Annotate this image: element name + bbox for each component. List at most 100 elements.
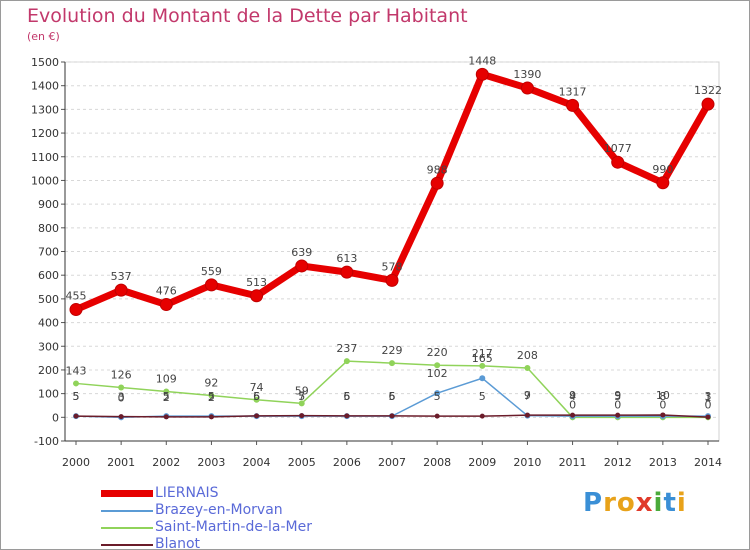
data-label: 5 (163, 390, 170, 403)
data-point (253, 396, 260, 403)
legend-swatch (101, 510, 153, 512)
y-tick-label: 0 (52, 411, 59, 424)
y-tick-label: 800 (38, 222, 59, 235)
y-tick-label: 1200 (31, 127, 59, 140)
data-point (570, 412, 576, 418)
data-label: 10 (656, 389, 670, 402)
data-label: 513 (246, 276, 267, 289)
data-point (73, 413, 79, 419)
x-tick-label: 2000 (62, 456, 90, 469)
data-point (475, 67, 489, 81)
data-point (163, 414, 169, 420)
legend-label: Brazey-en-Morvan (155, 502, 283, 518)
data-point (118, 384, 125, 391)
data-label: 220 (427, 346, 448, 359)
data-label: 9 (614, 389, 621, 402)
x-tick-label: 2009 (468, 456, 496, 469)
y-tick-label: 700 (38, 246, 59, 259)
data-point (159, 298, 173, 312)
data-label: 237 (336, 342, 357, 355)
data-label: 3 (705, 390, 712, 403)
data-point (69, 303, 83, 317)
data-point (208, 414, 214, 420)
data-label: 613 (336, 252, 357, 265)
x-tick-label: 2008 (423, 456, 451, 469)
data-point (385, 273, 399, 287)
data-label: 1322 (694, 84, 722, 97)
data-label: 229 (382, 344, 403, 357)
logo-letter: P (583, 488, 604, 518)
x-tick-label: 2001 (107, 456, 135, 469)
data-point (701, 97, 715, 111)
x-tick-label: 2002 (152, 456, 180, 469)
data-label: 5 (343, 390, 350, 403)
data-label: 537 (111, 270, 132, 283)
data-label: 5 (614, 390, 621, 403)
data-point (479, 362, 486, 369)
data-point (615, 412, 621, 418)
data-label: 59 (295, 384, 309, 397)
data-label: 5 (389, 390, 396, 403)
data-label: 0 (118, 391, 125, 404)
data-point (389, 413, 395, 419)
logo-letter: t (663, 488, 677, 518)
y-tick-label: 600 (38, 269, 59, 282)
x-tick-label: 2014 (694, 456, 722, 469)
data-point (520, 81, 534, 95)
data-label: 7 (298, 390, 305, 403)
data-label: 5 (208, 390, 215, 403)
data-point (295, 259, 309, 273)
data-label: 5 (434, 390, 441, 403)
x-tick-label: 2012 (604, 456, 632, 469)
data-point (204, 278, 218, 292)
data-point (434, 413, 440, 419)
data-label: 208 (517, 349, 538, 362)
y-tick-label: 200 (38, 364, 59, 377)
logo-letter: x (635, 488, 654, 518)
data-label: 1 (705, 391, 712, 404)
legend-label: Blanot (155, 536, 201, 550)
data-point (479, 375, 486, 382)
data-point (73, 380, 79, 387)
data-label: 143 (66, 364, 87, 377)
legend-swatch (101, 527, 153, 529)
data-point (434, 390, 441, 397)
y-tick-label: 400 (38, 317, 59, 330)
data-label: 578 (382, 260, 403, 273)
data-label: 2 (208, 391, 215, 404)
proxiti-logo: Proxiti (583, 488, 687, 518)
data-point (340, 265, 354, 279)
data-point (299, 413, 305, 419)
data-point (656, 176, 670, 190)
y-tick-label: 1500 (31, 56, 59, 69)
data-label: 639 (291, 246, 312, 259)
data-label: 988 (427, 163, 448, 176)
data-label: 559 (201, 265, 222, 278)
data-point (114, 283, 128, 297)
data-label: 8 (659, 390, 666, 403)
data-label: 109 (156, 372, 177, 385)
data-label: 5 (73, 390, 80, 403)
x-tick-label: 2003 (197, 456, 225, 469)
data-point (660, 412, 666, 418)
data-label: 4 (569, 390, 576, 403)
logo-letter: o (616, 488, 636, 518)
logo-letter: i (676, 488, 687, 518)
data-label: 0 (614, 398, 621, 411)
data-point (250, 289, 264, 303)
data-label: 3 (118, 391, 125, 404)
legend-swatch (101, 544, 153, 546)
y-tick-label: 1000 (31, 174, 59, 187)
data-label: 5 (73, 390, 80, 403)
x-tick-label: 2006 (333, 456, 361, 469)
data-label: 6 (253, 390, 260, 403)
legend-swatch (101, 490, 153, 497)
data-point (208, 392, 215, 399)
data-point (430, 176, 444, 190)
data-point (344, 413, 350, 419)
x-tick-label: 2013 (649, 456, 677, 469)
data-point (343, 358, 350, 365)
data-label: 0 (569, 398, 576, 411)
